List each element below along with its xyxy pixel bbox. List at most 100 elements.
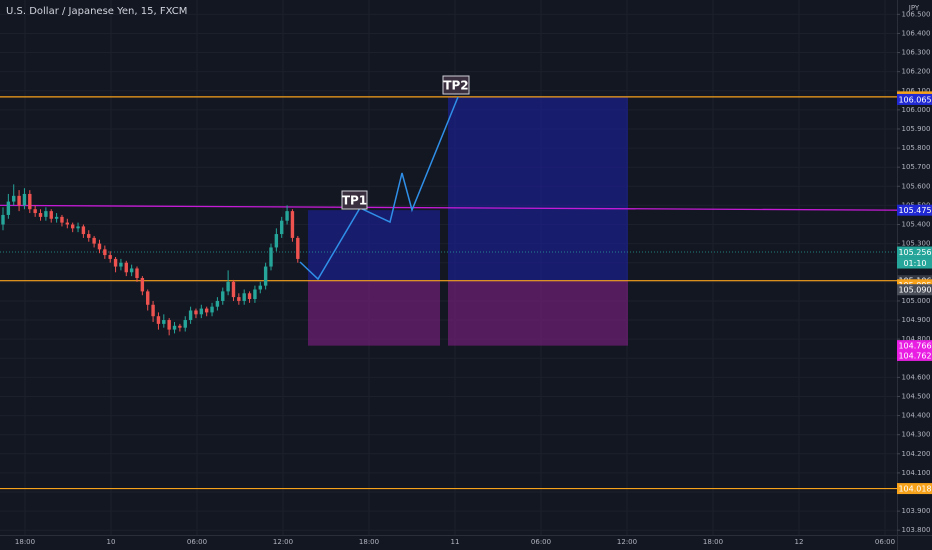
y-tick-label: 104.500 [902, 392, 931, 400]
level-tag: 104.018 [898, 485, 931, 494]
trendline [0, 204, 898, 211]
tp2-label: TP2 [443, 79, 468, 93]
y-tick-label: 104.200 [902, 450, 931, 458]
candle-body [247, 293, 252, 300]
candle-body [199, 308, 204, 315]
candle-body [113, 258, 118, 267]
candle-body [6, 201, 11, 215]
y-tick-label: 104.100 [902, 469, 931, 477]
y-tick-label: 104.900 [902, 316, 931, 324]
price-tag-bg [897, 284, 932, 296]
candle-body [97, 243, 102, 250]
candle-body [1, 214, 5, 225]
candles [1, 184, 300, 336]
candle-body [296, 237, 300, 259]
candle-body [162, 320, 166, 324]
y-tick-label: 106.300 [902, 49, 931, 57]
y-tick-label: 106.000 [902, 106, 931, 114]
x-tick-label: 12:00 [273, 538, 293, 546]
x-tick-label: 18:00 [359, 538, 379, 546]
candle-body [146, 291, 150, 305]
profit-zone [448, 97, 628, 281]
candle-body [140, 278, 145, 292]
candle-body [135, 268, 139, 279]
y-tick-label: 106.100 [902, 87, 931, 95]
tp1-box [341, 190, 368, 210]
candle-body [290, 211, 295, 238]
position-boxes [308, 97, 628, 346]
x-tick-label: 12:00 [617, 538, 637, 546]
candle-body [108, 255, 112, 259]
x-tick-label: 10 [107, 538, 116, 546]
candle-body [172, 325, 177, 330]
candle-body [38, 213, 43, 217]
candle-body [231, 281, 236, 298]
trendline-tag: 105.475 [898, 206, 931, 215]
y-tick-label: 104.600 [902, 373, 931, 381]
price-tag: 105.090 [898, 286, 931, 295]
y-tick-label: 104.400 [902, 412, 931, 420]
y-tick-label: 106.200 [902, 68, 931, 76]
candle-body [156, 316, 161, 324]
candle-body [210, 306, 214, 313]
trendline-tag-bg [897, 204, 932, 216]
profit-zone [308, 210, 440, 281]
loss-zone [308, 280, 440, 346]
levels [0, 96, 898, 490]
candle-body [188, 310, 193, 321]
candle-body [76, 226, 80, 229]
loss-zone [448, 280, 628, 346]
candle-body [103, 249, 107, 256]
price-tag: 104.762 [898, 351, 931, 360]
candle-body [33, 209, 37, 214]
candle-body [167, 320, 171, 330]
candle-body [124, 262, 128, 273]
x-tick-label: 06:00 [187, 538, 207, 546]
tp1-label: TP1 [342, 194, 367, 208]
candle-body [119, 262, 123, 267]
y-tick-label: 104.300 [902, 431, 931, 439]
candle-body [49, 211, 53, 219]
candle-body [274, 234, 279, 248]
y-tick-label: 105.600 [902, 182, 931, 190]
tp2-box [442, 75, 470, 95]
countdown-tag: 01:10 [903, 259, 926, 268]
y-tick-label: 105.300 [902, 240, 931, 248]
y-tick-label: 106.500 [902, 10, 931, 18]
candle-body [92, 237, 96, 244]
currency-label: JPY [908, 4, 920, 12]
candle-body [129, 268, 134, 273]
candle-body [242, 293, 246, 301]
candle-body [81, 226, 86, 235]
price-axis: 103.800103.900104.000104.100104.200104.3… [15, 10, 931, 546]
y-tick-label: 105.900 [902, 125, 931, 133]
candle-body [28, 193, 32, 210]
y-tick-label: 103.800 [902, 526, 931, 534]
candle-body [280, 220, 284, 235]
candle-body [258, 285, 262, 290]
countdown-tag-bg [897, 257, 932, 269]
y-tick-label: 105.700 [902, 163, 931, 171]
price-tag: 105.256 [898, 248, 931, 257]
price-tag-bg [897, 340, 932, 352]
x-tick-label: 18:00 [703, 538, 723, 546]
candle-body [60, 216, 64, 223]
candle-body [54, 216, 59, 219]
price-tag-bg [897, 349, 932, 361]
x-tick-label: 06:00 [875, 538, 895, 546]
candle-body [65, 222, 70, 225]
candle-body [269, 247, 273, 267]
y-tick-label: 105.400 [902, 221, 931, 229]
candle-body [285, 211, 289, 221]
projection-path [299, 96, 459, 281]
price-tag-bg [897, 246, 932, 258]
candle-body [263, 266, 268, 286]
level-tag-bg [897, 483, 932, 495]
price-tag-bg [897, 93, 932, 105]
x-tick-label: 11 [451, 538, 460, 546]
y-tick-label: 105.000 [902, 297, 931, 305]
candle-body [87, 234, 91, 238]
candle-body [44, 211, 48, 217]
